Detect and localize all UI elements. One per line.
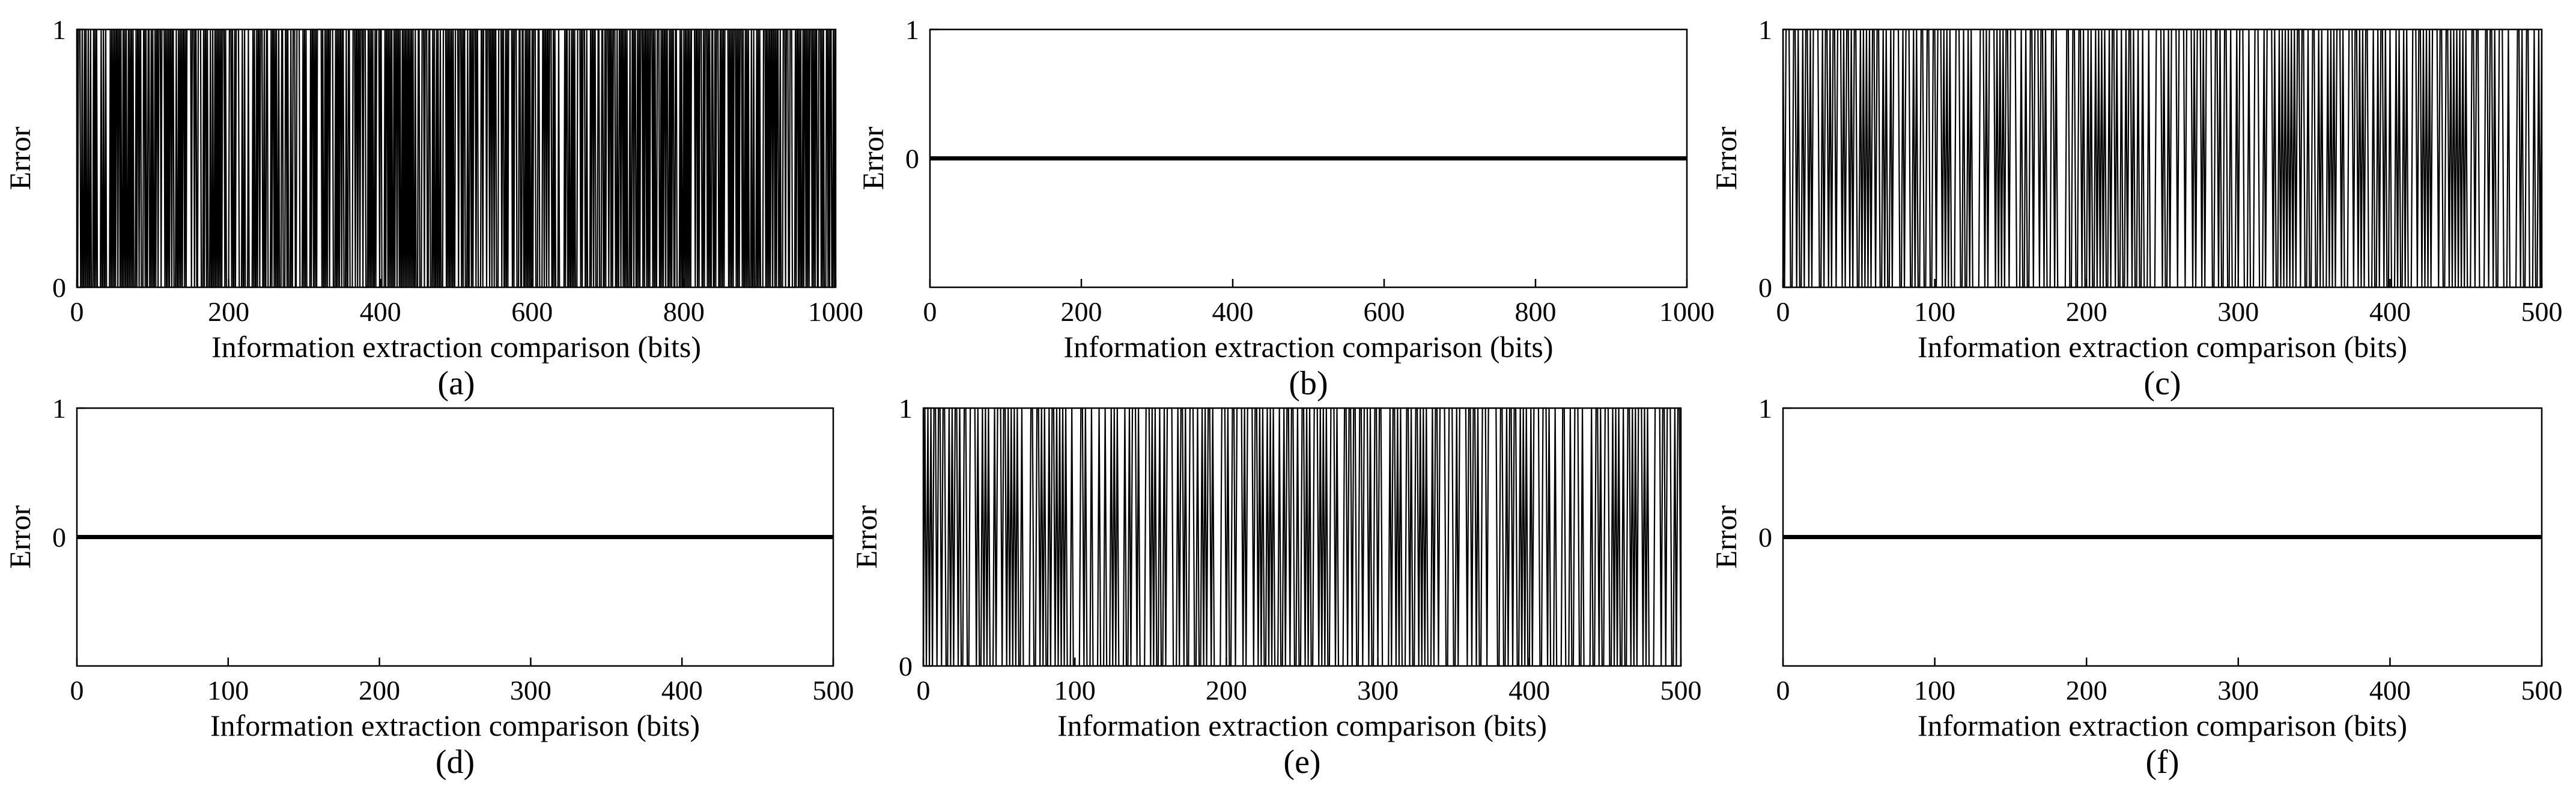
x-axis-label: Information extraction comparison (bits): [1063, 330, 1553, 364]
x-tick-label: 300: [2217, 675, 2259, 706]
x-tick-label: 100: [207, 675, 249, 706]
plot-frame: [922, 407, 1682, 667]
y-tick-label: 0: [1758, 522, 1772, 553]
x-tick-label: 400: [661, 675, 703, 706]
x-tick-label: 500: [1660, 675, 1702, 706]
x-axis-label: Information extraction comparison (bits): [210, 709, 700, 742]
chart-panel-b: 0 200 400 600 800 1000 0 1 Information extractio…: [856, 14, 1715, 402]
error-series-line: [76, 28, 837, 289]
chart-panel-a: 0 200 400 600 800 1000 0 1 Information extractio…: [3, 14, 863, 402]
y-axis-label: Error: [3, 126, 37, 190]
y-axis-label: Error: [1709, 505, 1743, 569]
x-tick-label: 300: [2217, 296, 2259, 327]
panel-caption: (d): [436, 743, 475, 781]
y-axis-label: Error: [3, 505, 37, 569]
y-tick-label: 0: [899, 651, 913, 682]
error-series-line: [1782, 28, 2543, 289]
x-tick-label: 800: [663, 296, 705, 327]
y-tick-label: 1: [52, 393, 66, 424]
chart-panel-d: 0 100 200 300 400 500 0 1 Information extraction…: [3, 393, 854, 781]
x-tick-label: 500: [2521, 296, 2563, 327]
y-tick-label: 1: [899, 393, 913, 424]
y-tick-label: 0: [905, 144, 919, 174]
x-tick-label: 600: [511, 296, 553, 327]
panel-caption: (e): [1283, 743, 1320, 781]
y-tick-label: 1: [1758, 14, 1772, 45]
panel-caption: (c): [2143, 365, 2181, 402]
x-tick-label: 500: [813, 675, 854, 706]
x-tick-label: 800: [1515, 296, 1557, 327]
chart-panel-e: 0 100 200 300 400 500 0 1 Information extraction…: [849, 393, 1702, 781]
x-tick-label: 200: [359, 675, 400, 706]
x-tick-label: 200: [1206, 675, 1247, 706]
error-series-line: [922, 407, 1682, 667]
x-tick-label: 100: [1914, 296, 1955, 327]
x-tick-label: 600: [1364, 296, 1405, 327]
x-tick-label: 0: [70, 296, 84, 327]
panel-caption: (f): [2146, 743, 2180, 781]
x-tick-label: 400: [2369, 675, 2411, 706]
x-axis-label: Information extraction comparison (bits): [1057, 709, 1547, 742]
x-tick-label: 1000: [808, 296, 863, 327]
x-tick-label: 400: [2369, 296, 2411, 327]
x-tick-label: 0: [917, 675, 931, 706]
plot-frame: [76, 28, 837, 289]
x-tick-label: 400: [1508, 675, 1550, 706]
y-tick-label: 0: [52, 522, 66, 553]
x-tick-label: 100: [1914, 675, 1955, 706]
x-tick-label: 500: [2521, 675, 2563, 706]
panel-caption: (a): [437, 365, 475, 402]
panel-caption: (b): [1289, 365, 1328, 402]
y-tick-label: 1: [1758, 393, 1772, 424]
chart-panel-f: 0 100 200 300 400 500 0 1 Information extraction…: [1709, 393, 2563, 781]
x-tick-label: 0: [1776, 675, 1790, 706]
y-tick-label: 0: [1758, 272, 1772, 303]
y-tick-label: 1: [905, 14, 919, 45]
x-tick-label: 200: [2066, 296, 2107, 327]
y-axis-label: Error: [849, 505, 883, 569]
x-tick-label: 200: [1061, 296, 1102, 327]
x-tick-label: 0: [70, 675, 84, 706]
x-tick-label: 200: [208, 296, 249, 327]
y-tick-label: 1: [52, 14, 66, 45]
x-tick-label: 0: [1776, 296, 1790, 327]
x-tick-label: 200: [2066, 675, 2107, 706]
x-tick-label: 400: [1212, 296, 1254, 327]
x-tick-label: 1000: [1659, 296, 1715, 327]
x-axis-label: Information extraction comparison (bits): [1918, 330, 2407, 364]
x-tick-label: 0: [923, 296, 937, 327]
chart-panel-c: 0 100 200 300 400 500 0 1 Information extraction…: [1709, 14, 2563, 402]
x-tick-label: 400: [360, 296, 401, 327]
x-tick-label: 300: [510, 675, 551, 706]
x-tick-label: 100: [1054, 675, 1096, 706]
plot-frame: [1782, 28, 2543, 289]
y-axis-label: Error: [856, 126, 890, 190]
x-axis-label: Information extraction comparison (bits): [1918, 709, 2407, 742]
y-axis-label: Error: [1709, 126, 1743, 190]
y-tick-label: 0: [52, 272, 66, 303]
x-tick-label: 300: [1357, 675, 1399, 706]
x-axis-label: Information extraction comparison (bits): [211, 330, 701, 364]
